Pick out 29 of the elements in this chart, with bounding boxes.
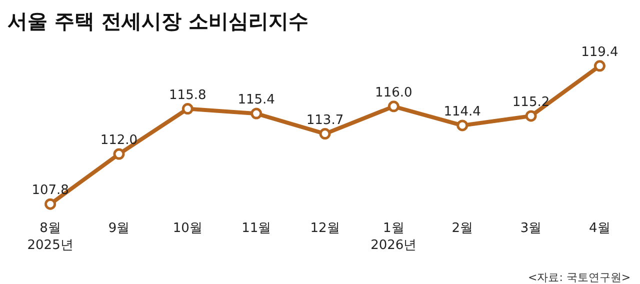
data-label: 116.0 <box>375 86 412 101</box>
x-tick-label: 10월 <box>172 221 202 236</box>
text: <자료: 국토연구원> <box>528 271 631 284</box>
x-tick-label: 2월 <box>452 221 473 236</box>
point <box>594 60 606 72</box>
chart-title: 서울 주택 전세시장 소비심리지수 <box>8 9 309 34</box>
point <box>113 148 125 160</box>
point <box>182 103 194 115</box>
point <box>525 110 537 122</box>
x-tick-label: 8월 2025년 <box>27 221 74 253</box>
point <box>388 100 400 112</box>
data-label: 107.8 <box>32 183 69 198</box>
point <box>456 120 468 132</box>
point <box>319 128 331 140</box>
x-tick-label: 3월 <box>520 221 542 236</box>
data-label: 112.0 <box>100 133 138 148</box>
point <box>250 108 262 120</box>
point <box>44 198 56 210</box>
data-label: 115.4 <box>238 92 275 108</box>
x-tick-label: 11월 <box>242 221 272 236</box>
data-label: 114.4 <box>444 104 481 120</box>
x-tick-label: 12월 <box>310 221 340 236</box>
data-label: 119.4 <box>581 45 618 60</box>
x-tick-label: 1월 2026년 <box>370 221 417 253</box>
data-label: 115.2 <box>512 95 550 110</box>
x-tick-label: 4월 <box>589 221 610 236</box>
x-tick-label: 9월 <box>108 221 130 236</box>
data-label: 115.8 <box>169 88 206 103</box>
data-label: 113.7 <box>306 112 344 128</box>
